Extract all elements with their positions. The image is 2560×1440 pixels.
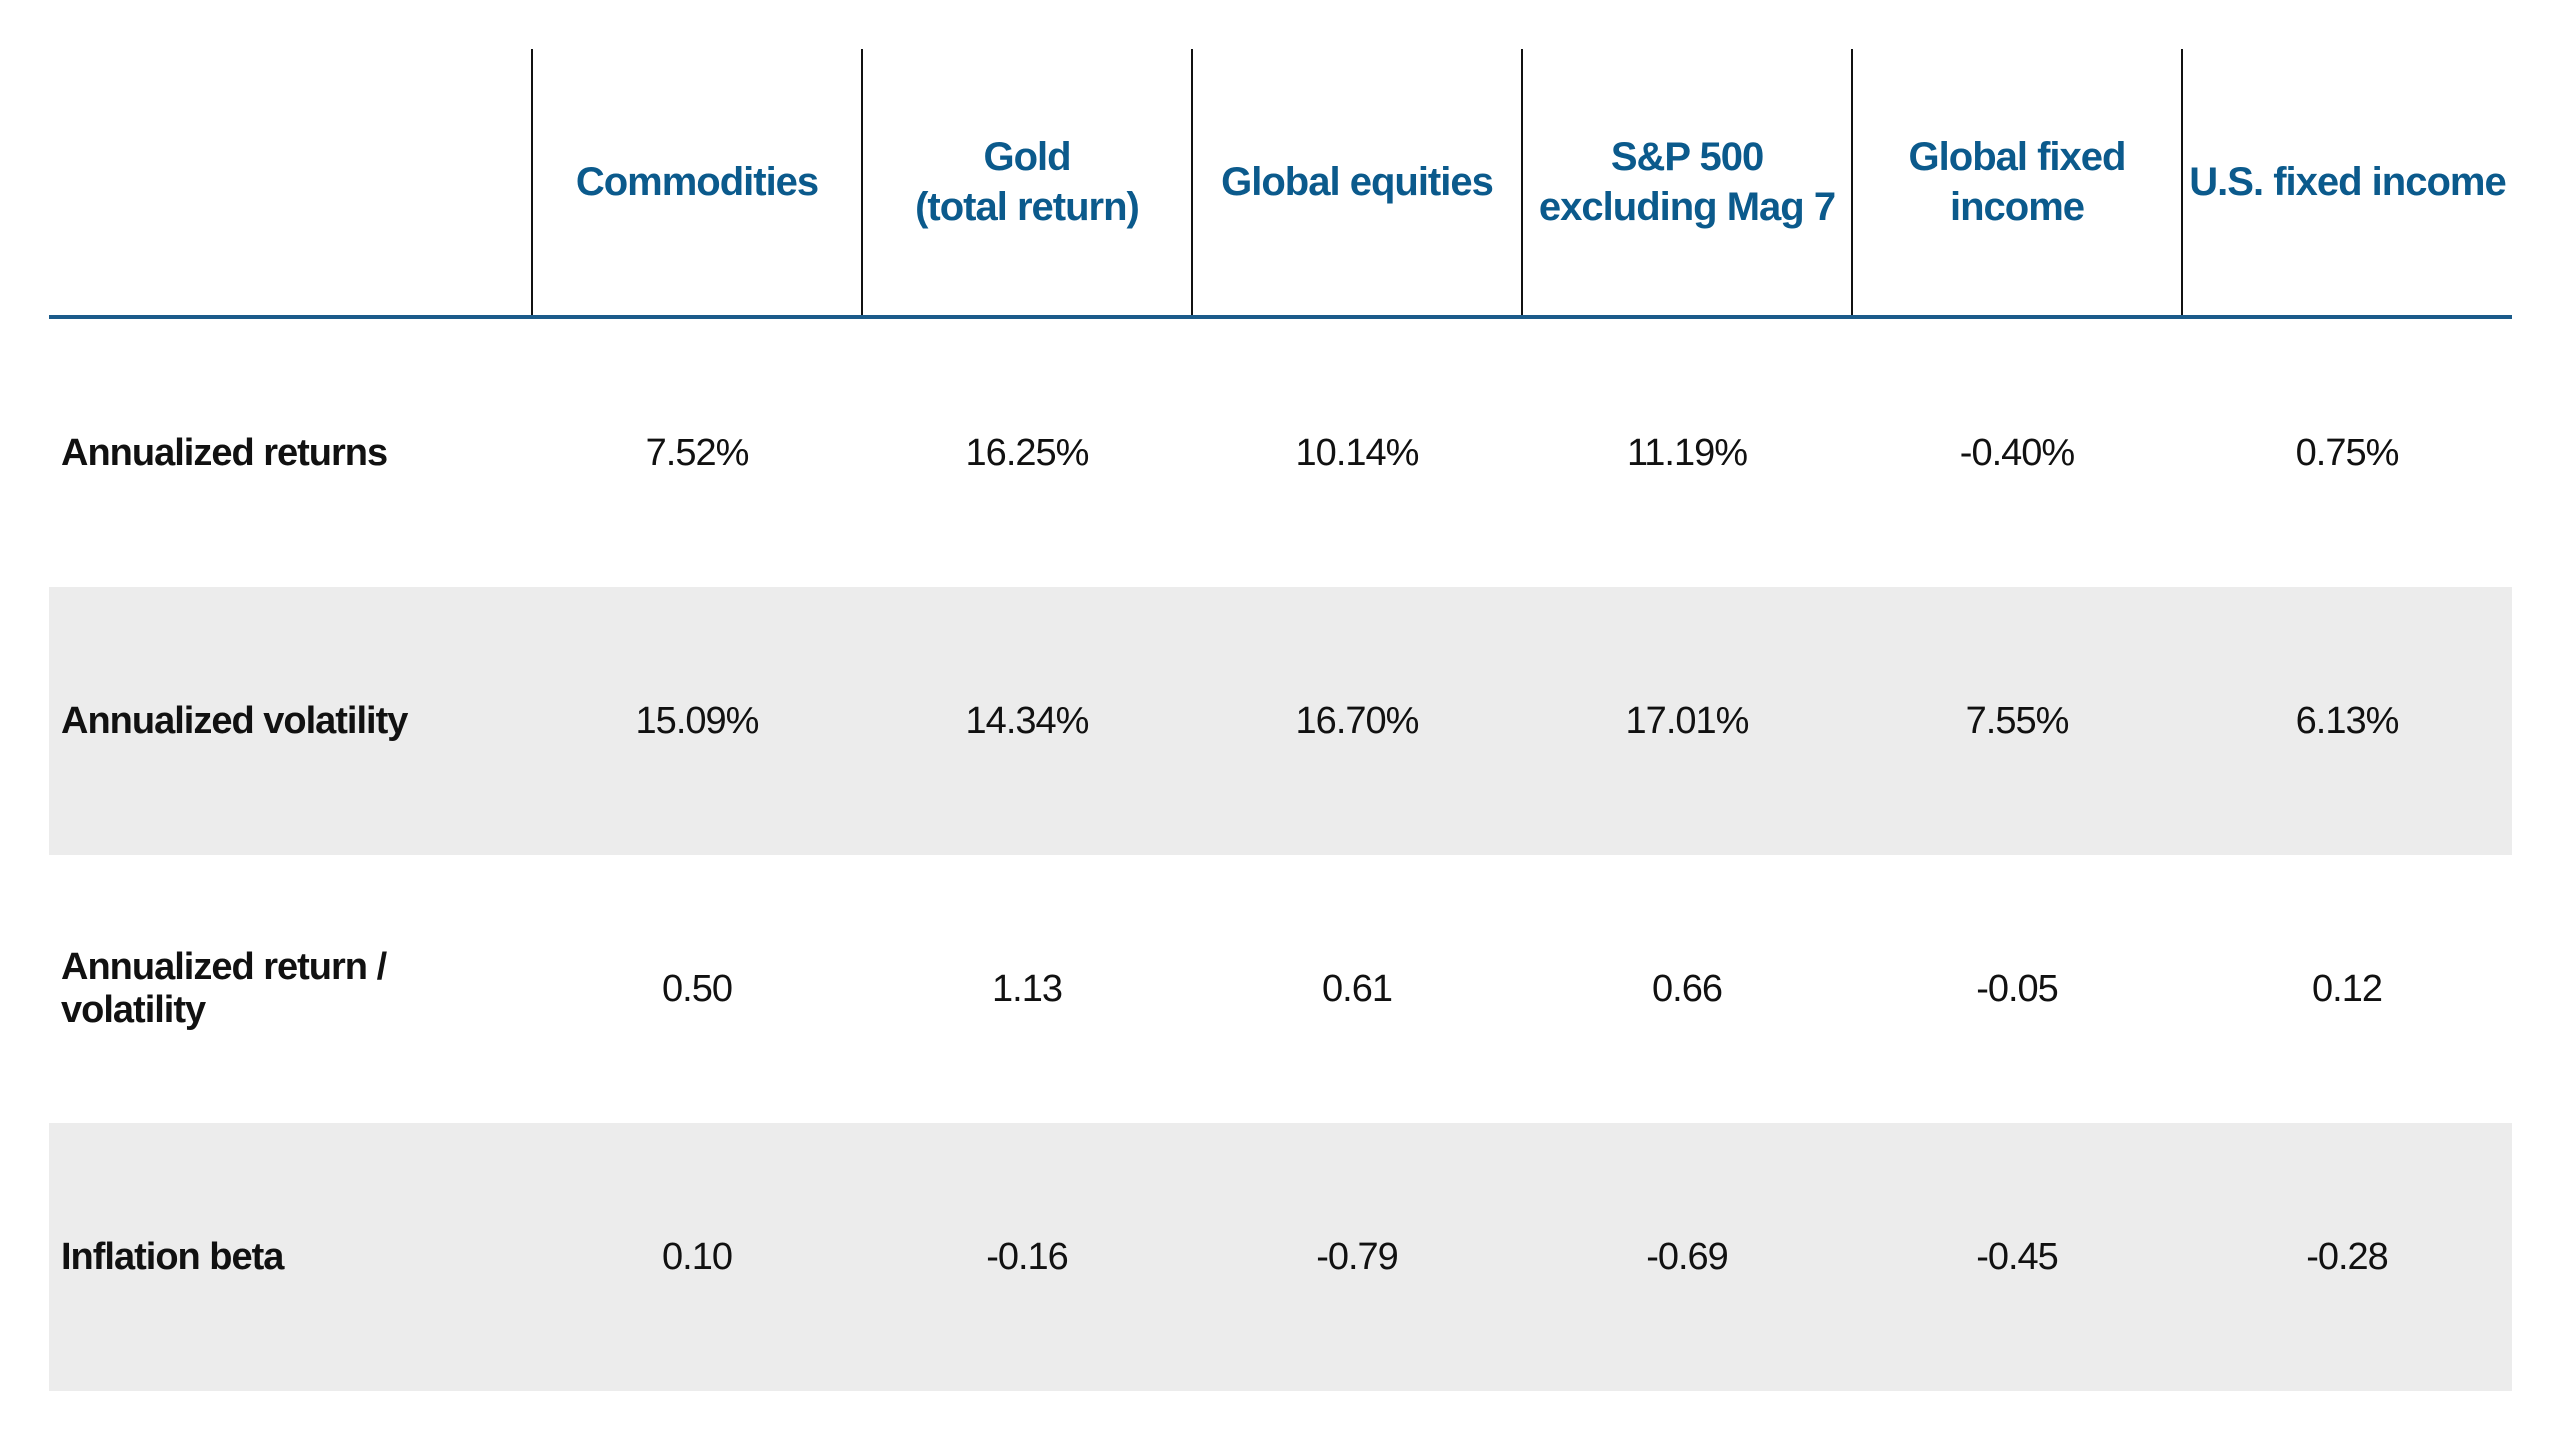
table-row: Annualized return / volatility 0.50 1.13 0.… — [49, 855, 2512, 1123]
value-cell: 16.25% — [965, 431, 1090, 474]
value-cell: 11.19% — [1626, 431, 1748, 474]
value-cell: -0.16 — [862, 1123, 1192, 1391]
table-row: Annualized returns 7.52% 16.25% 10.14% 11.19… — [49, 317, 2512, 587]
value-cell: -0.28 — [2182, 1123, 2512, 1391]
value-cell: 6.13% — [2182, 587, 2512, 855]
column-header: U.S. fixed income — [2181, 49, 2512, 319]
value-cell: 0.66 — [1652, 967, 1723, 1010]
value-cell: 15.09% — [532, 587, 862, 855]
value-cell: 0.61 — [1322, 967, 1393, 1010]
column-header: Global equities — [1191, 49, 1522, 319]
column-header: Commodities — [531, 49, 862, 319]
value-cell: -0.40% — [1959, 431, 2075, 474]
value-cell: 0.50 — [662, 967, 733, 1010]
value-cell: -0.69 — [1522, 1123, 1852, 1391]
row-label: Annualized volatility — [49, 587, 532, 855]
header-row: Commodities Gold (total return) Global equ… — [49, 49, 2512, 319]
value-cell: 17.01% — [1522, 587, 1852, 855]
value-cell: 7.55% — [1852, 587, 2182, 855]
row-label: Inflation beta — [49, 1123, 532, 1391]
column-header: S&P 500 excluding Mag 7 — [1521, 49, 1852, 319]
table-row: Inflation beta 0.10 -0.16 -0.79 -0.69 -0.45 -0… — [49, 1123, 2512, 1391]
column-header: Global fixed income — [1851, 49, 2182, 319]
corner-cell — [49, 49, 532, 319]
table-row: Annualized volatility 15.09% 14.34% 16.70% 1… — [49, 587, 2512, 855]
row-label: Annualized returns — [61, 431, 388, 474]
value-cell: 1.13 — [992, 967, 1063, 1010]
value-cell: 0.10 — [532, 1123, 862, 1391]
value-cell: 0.12 — [2312, 967, 2383, 1010]
value-cell: -0.05 — [1976, 967, 2059, 1010]
value-cell: -0.45 — [1852, 1123, 2182, 1391]
table-container: Commodities Gold (total return) Global equ… — [49, 49, 2512, 1391]
value-cell: 7.52% — [645, 431, 750, 474]
column-header: Gold (total return) — [861, 49, 1192, 319]
row-label: Annualized return / volatility — [61, 946, 387, 1031]
value-cell: 10.14% — [1295, 431, 1420, 474]
value-cell: 0.75% — [2295, 431, 2400, 474]
value-cell: 16.70% — [1192, 587, 1522, 855]
value-cell: 14.34% — [862, 587, 1192, 855]
table-body: Annualized returns 7.52% 16.25% 10.14% 11.19… — [49, 317, 2512, 1391]
comparison-table: Commodities Gold (total return) Global equ… — [49, 49, 2512, 1391]
value-cell: -0.79 — [1192, 1123, 1522, 1391]
